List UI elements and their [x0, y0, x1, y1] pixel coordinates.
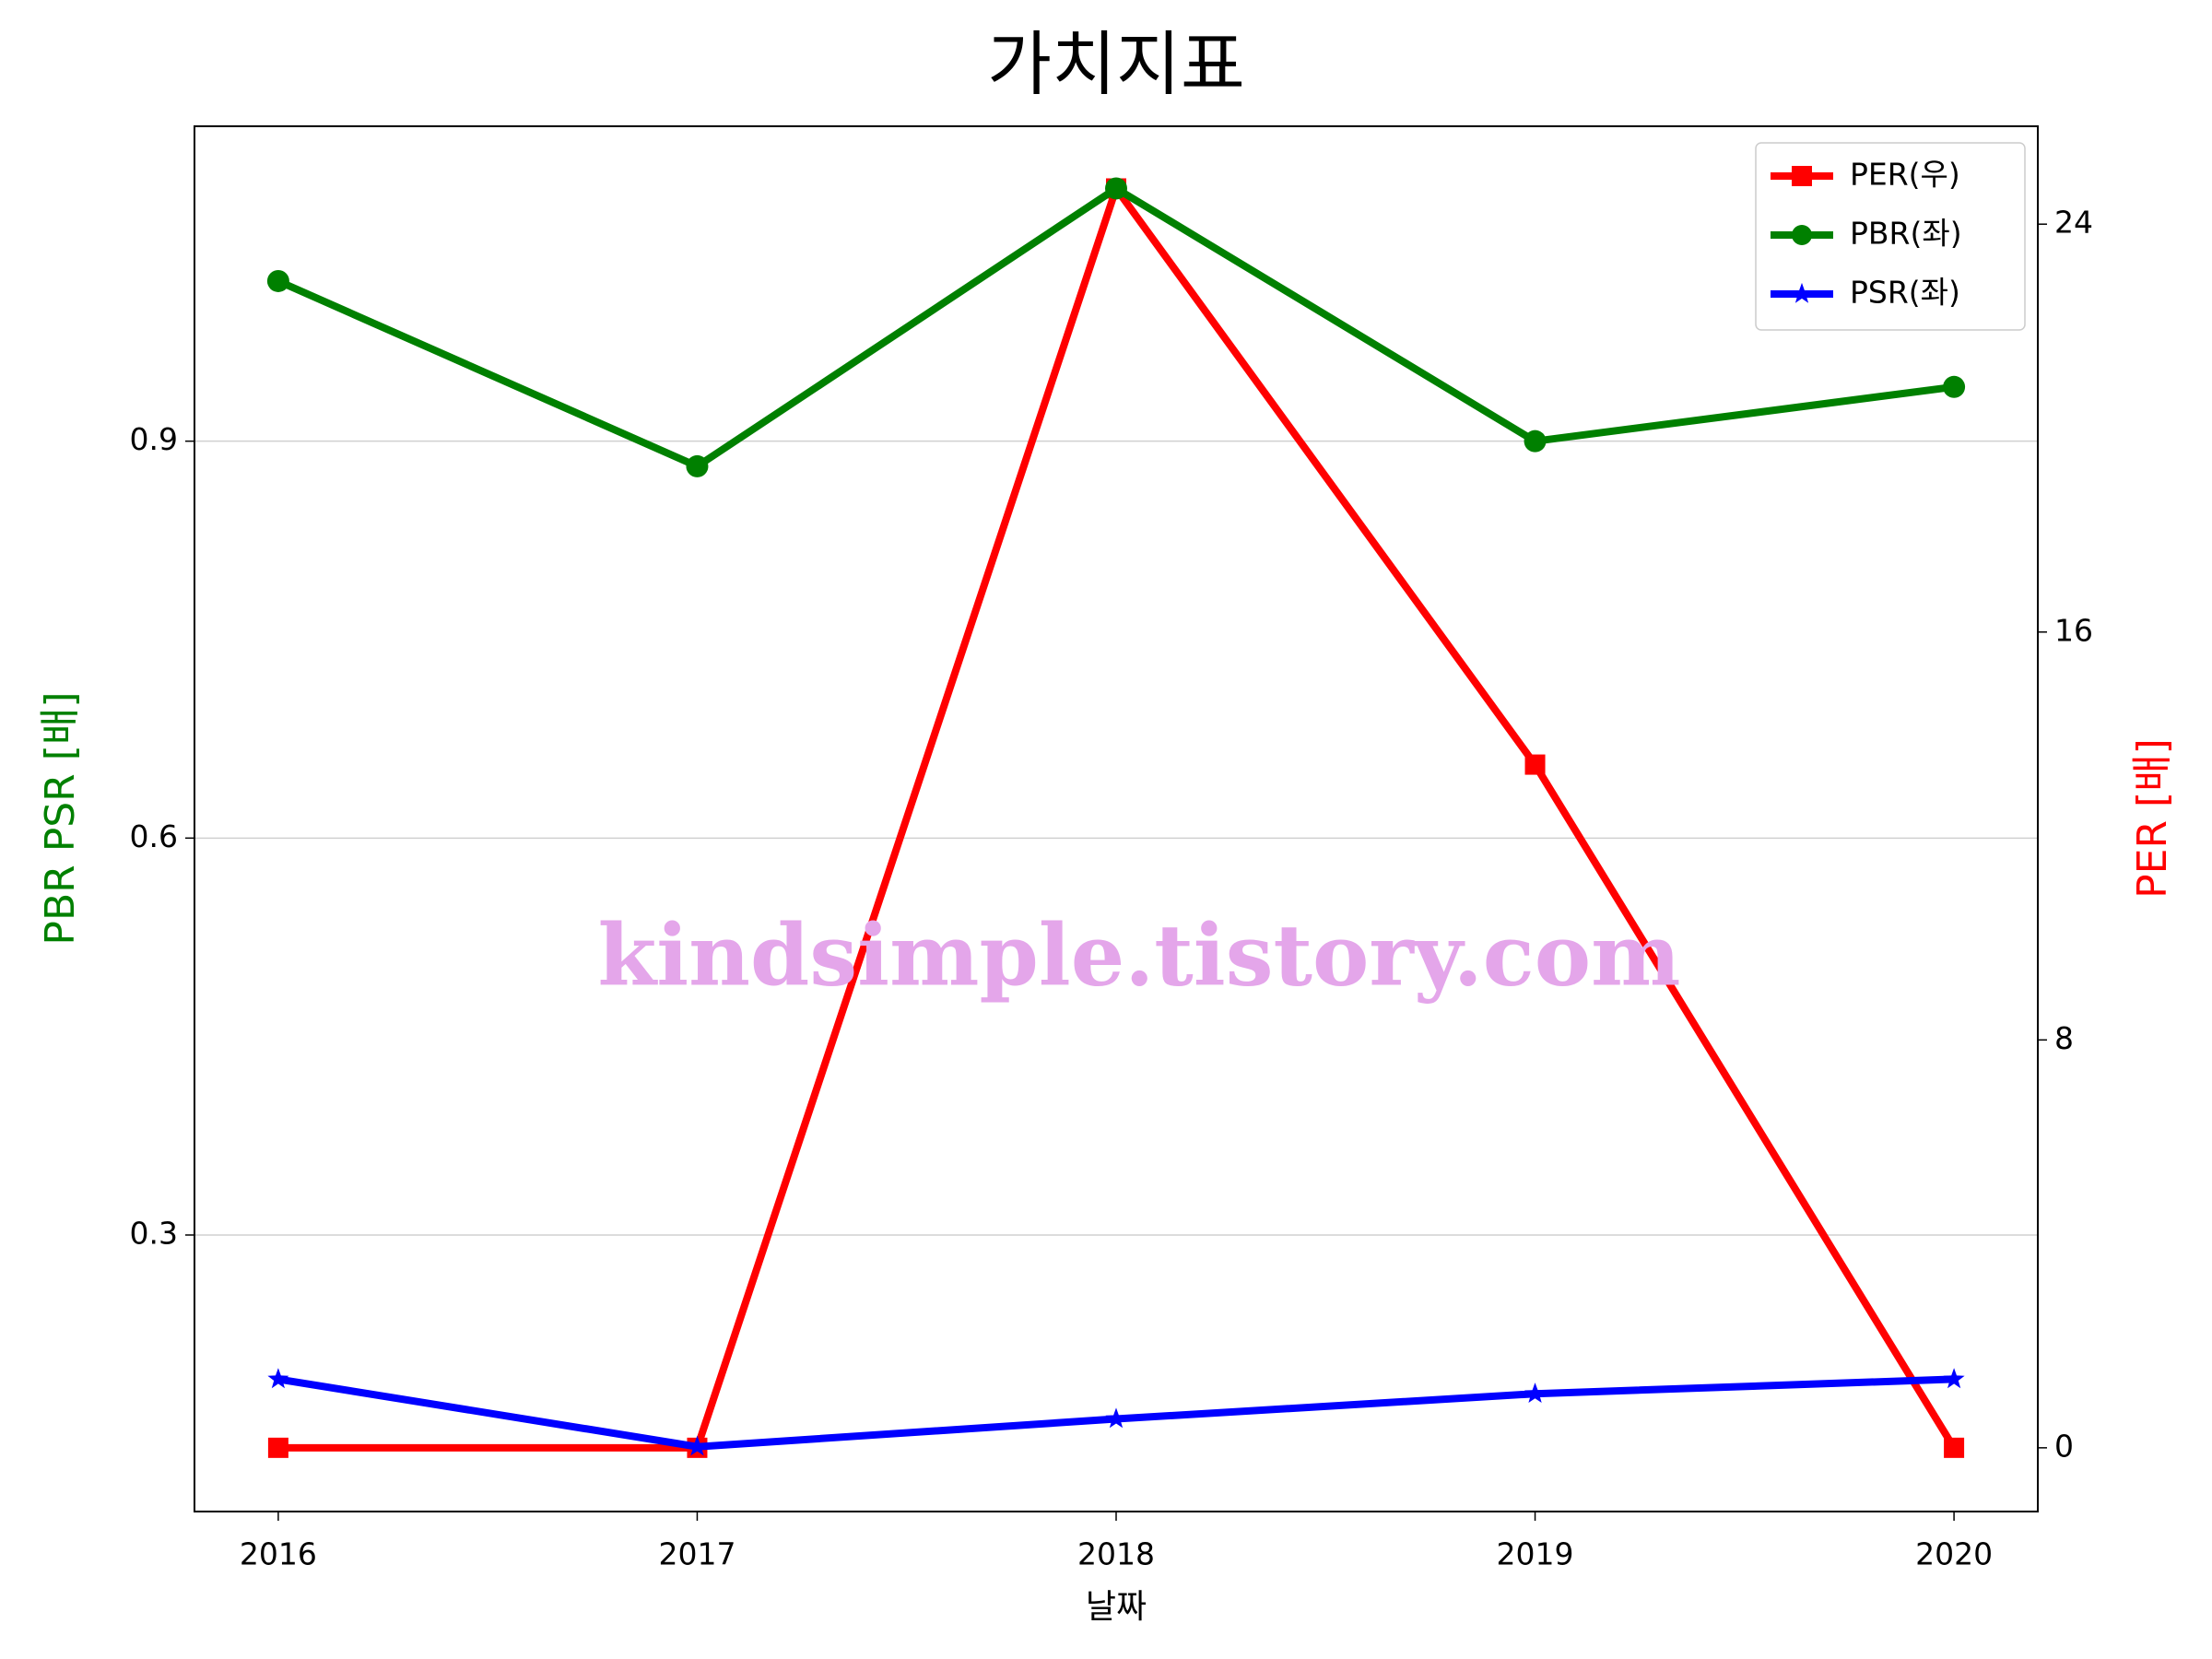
marker — [267, 1368, 289, 1389]
watermark: kindsimple.tistory.com — [597, 906, 1680, 1006]
legend-marker — [1792, 225, 1812, 245]
legend: PER(우) PBR(좌) PSR(좌) — [1755, 142, 2026, 331]
legend-marker — [1791, 282, 1813, 303]
marker — [1944, 1437, 1965, 1458]
marker — [686, 454, 709, 477]
marker — [1105, 177, 1127, 200]
legend-label: PBR(좌) — [1850, 216, 1962, 252]
marker — [1524, 754, 1546, 775]
x-tick-label: 2018 — [1077, 1536, 1155, 1572]
y-tick-label: 0.3 — [130, 1215, 178, 1251]
marker — [266, 269, 289, 292]
legend-box — [1755, 142, 2026, 331]
y2-tick-label: 8 — [2054, 1020, 2074, 1056]
plot-frame — [194, 125, 2039, 1512]
legend-marker — [1792, 166, 1812, 186]
y-axis-label: PBR PSR [배] — [37, 691, 84, 945]
x-tick-label: 2016 — [240, 1536, 317, 1572]
marker — [686, 1435, 708, 1456]
y2-tick-label: 16 — [2054, 612, 2093, 648]
y2-axis-label: PER [배] — [2129, 738, 2176, 899]
y2-tick-label: 0 — [2054, 1428, 2074, 1464]
x-tick-label: 2020 — [1915, 1536, 1993, 1572]
legend-label: PER(우) — [1850, 157, 1960, 193]
x-axis-label: 날짜 — [1086, 1588, 1147, 1626]
marker — [1943, 1368, 1965, 1389]
y-tick-label: 0.9 — [130, 421, 178, 457]
y2-tick-label: 24 — [2054, 205, 2093, 241]
marker — [1524, 1382, 1547, 1403]
y-tick-label: 0.6 — [130, 818, 178, 854]
x-tick-label: 2019 — [1497, 1536, 1574, 1572]
legend-label: PSR(좌) — [1850, 275, 1960, 311]
marker — [267, 1437, 288, 1458]
marker — [1524, 429, 1547, 453]
chart-title: 가치지표 — [987, 23, 1245, 105]
marker — [1943, 375, 1966, 398]
x-tick-label: 2017 — [658, 1536, 735, 1572]
marker — [1105, 1407, 1127, 1429]
